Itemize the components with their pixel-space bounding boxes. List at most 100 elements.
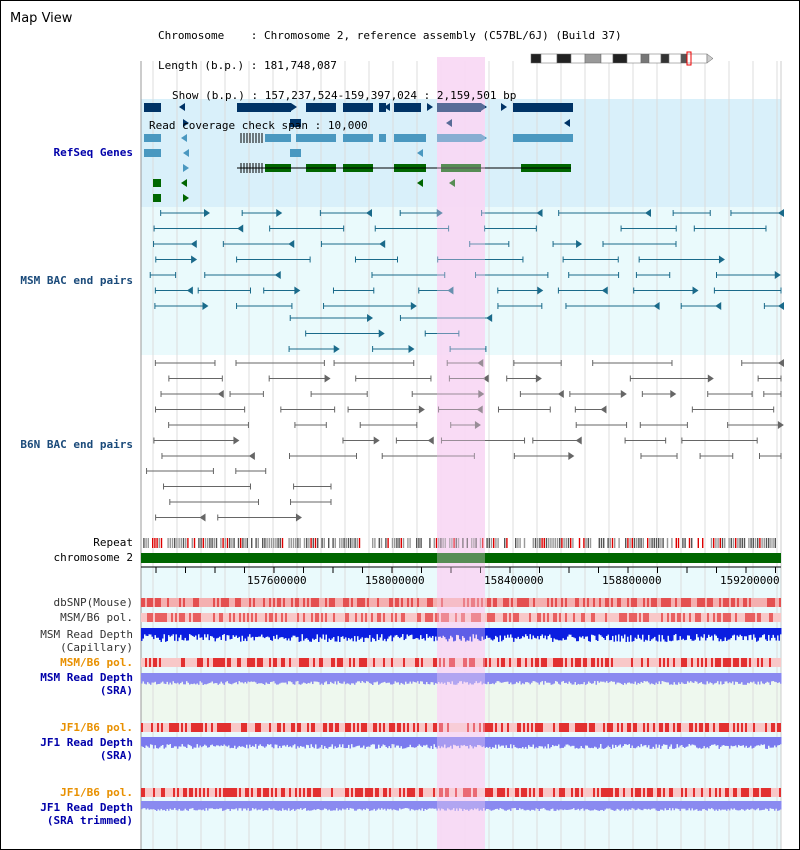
dbsnp-heat — [487, 598, 489, 607]
dbsnp-heat — [347, 598, 349, 607]
track-label-refseq-genes[interactable]: RefSeq Genes — [53, 146, 133, 159]
repeat-mark — [721, 538, 724, 548]
jf1-b6-pol-heat — [657, 723, 659, 732]
msm-b6-pol-sra-heat — [145, 658, 147, 667]
jf1-b6-pol-trim-heat — [245, 788, 247, 797]
msm-b6-pol-sra-heat — [437, 658, 439, 667]
jf1-depth-sra — [411, 737, 413, 748]
jf1-depth-trim — [706, 801, 708, 811]
repeat-mark — [585, 538, 587, 548]
msm-b6-pol-sra-heat — [285, 658, 287, 667]
repeat-mark — [455, 538, 457, 548]
msm-b6-pol-heat — [307, 613, 309, 622]
jf1-b6-pol-heat — [151, 723, 153, 732]
msm-b6-pol-sra-heat — [681, 658, 683, 667]
jf1-depth-sra — [736, 737, 738, 748]
track-label-jf1-read-depth-trim[interactable]: JF1 Read Depth — [40, 801, 133, 814]
msm-b6-pol-sra-heat — [305, 658, 307, 667]
repeat-mark — [589, 538, 592, 548]
repeat-mark — [497, 538, 499, 548]
repeat-mark — [169, 538, 171, 548]
msm-b6-pol-sra-heat — [531, 658, 533, 667]
jf1-depth-sra — [313, 737, 315, 749]
dbsnp-heat — [163, 598, 165, 607]
dbsnp-heat — [615, 598, 617, 607]
jf1-depth-sra — [342, 737, 344, 745]
jf1-depth-sra — [520, 737, 522, 749]
dbsnp-heat — [699, 598, 701, 607]
jf1-b6-pol-heat — [681, 723, 683, 732]
jf1-b6-pol-trim-heat — [203, 788, 205, 797]
msm-depth-sra — [594, 673, 596, 682]
jf1-b6-pol-heat — [193, 723, 195, 732]
track-label-msm-read-depth-cap[interactable]: MSM Read Depth — [40, 628, 133, 641]
dbsnp-heat — [393, 598, 395, 607]
jf1-b6-pol-trim-heat — [743, 788, 745, 797]
dbsnp-heat — [771, 598, 773, 607]
jf1-b6-pol-heat — [535, 723, 537, 732]
track-label-msm-b6-pol-1[interactable]: MSM/B6 pol. — [60, 611, 133, 624]
msm-b6-pol-sra-heat — [257, 658, 259, 667]
track-label-dbsnp[interactable]: dbSNP(Mouse) — [53, 596, 133, 609]
jf1-depth-trim — [283, 801, 285, 811]
track-label-b6n-bac[interactable]: B6N BAC end pairs — [20, 438, 133, 451]
jf1-depth-trim — [775, 801, 777, 809]
msm-depth-capillary — [394, 628, 396, 636]
msm-depth-capillary — [763, 628, 765, 635]
track-label-msm-read-depth-sra[interactable]: MSM Read Depth — [40, 671, 133, 684]
jf1-b6-pol-trim-heat — [373, 788, 375, 797]
msm-b6-pol-heat — [487, 613, 489, 622]
track-label-msm-bac[interactable]: MSM BAC end pairs — [20, 274, 133, 287]
msm-b6-pol-sra-heat — [769, 658, 771, 667]
msm-depth-capillary — [244, 628, 246, 639]
repeat-mark — [237, 538, 240, 548]
msm-b6-pol-heat — [245, 613, 247, 622]
axis-tick-label: 159200000 — [720, 574, 780, 587]
msm-depth-capillary — [517, 628, 519, 637]
jf1-depth-trim — [322, 801, 324, 810]
jf1-b6-pol-trim-heat — [711, 788, 713, 797]
msm-depth-sra — [489, 673, 491, 685]
msm-depth-capillary — [229, 628, 231, 640]
msm-b6-pol-sra-heat — [163, 658, 165, 667]
track-label-chromosome[interactable]: chromosome 2 — [53, 551, 133, 564]
jf1-b6-pol-heat — [167, 723, 169, 732]
msm-depth-capillary — [471, 628, 473, 642]
jf1-b6-pol-heat — [363, 723, 365, 732]
jf1-b6-pol-heat — [739, 723, 741, 732]
gene-arrow — [373, 436, 380, 445]
msm-b6-pol-sra-heat — [571, 658, 573, 667]
dbsnp-heat — [361, 598, 363, 607]
dbsnp-heat — [601, 598, 603, 607]
msm-depth-capillary — [345, 628, 347, 638]
repeat-mark — [466, 538, 468, 548]
dbsnp-heat — [259, 598, 261, 607]
jf1-depth-sra — [375, 737, 377, 749]
repeat-mark — [262, 538, 264, 548]
msm-b6-pol-sra-heat — [713, 658, 715, 667]
track-label-msm-b6-pol-2[interactable]: MSM/B6 pol. — [60, 656, 133, 669]
jf1-depth-trim — [663, 801, 665, 811]
msm-b6-pol-sra-heat — [149, 658, 151, 667]
msm-depth-capillary — [309, 628, 311, 642]
msm-b6-pol-heat — [659, 613, 661, 622]
dbsnp-heat — [605, 598, 607, 607]
jf1-b6-pol-heat — [379, 723, 381, 732]
jf1-depth-trim — [277, 801, 279, 811]
msm-depth-capillary — [492, 628, 494, 641]
jf1-depth-trim — [669, 801, 671, 809]
gene-arrow — [620, 390, 627, 398]
repeat-mark — [728, 538, 730, 548]
track-label-jf1-b6-pol-2[interactable]: JF1/B6 pol. — [60, 786, 133, 799]
dbsnp-heat — [757, 598, 759, 607]
jf1-b6-pol-trim-heat — [149, 788, 151, 797]
msm-b6-pol-heat — [521, 613, 523, 622]
track-label-jf1-read-depth-sra[interactable]: JF1 Read Depth — [40, 736, 133, 749]
msm-b6-pol-sra-heat — [455, 658, 457, 667]
track-label-repeat[interactable]: Repeat — [93, 536, 133, 549]
msm-depth-capillary — [303, 628, 305, 641]
jf1-depth-trim — [153, 801, 155, 810]
track-label-jf1-b6-pol-1[interactable]: JF1/B6 pol. — [60, 721, 133, 734]
msm-b6-pol-sra-heat — [641, 658, 643, 667]
